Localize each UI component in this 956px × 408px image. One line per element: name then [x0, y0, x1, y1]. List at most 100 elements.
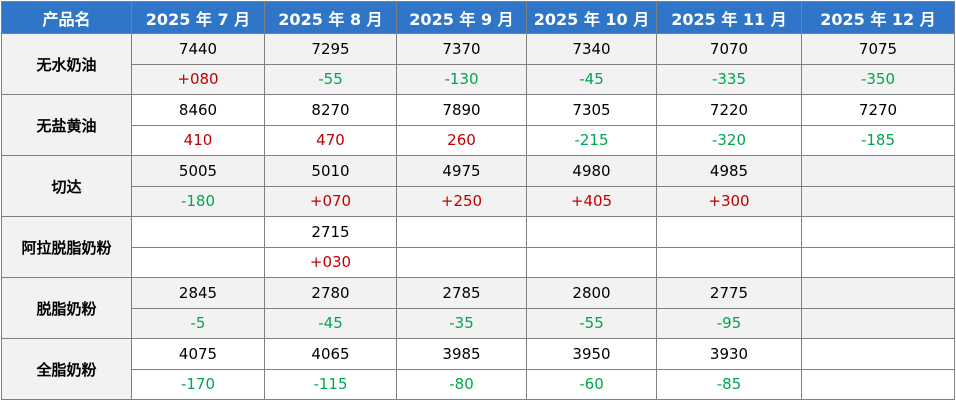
header-row: 产品名 2025 年 7 月 2025 年 8 月 2025 年 9 月 2025 年 …	[1, 1, 955, 34]
price-cell: 7440	[131, 33, 265, 65]
price-cell	[801, 155, 955, 187]
change-cell	[396, 246, 527, 278]
change-cell	[801, 185, 955, 217]
price-cell: 4065	[264, 338, 397, 370]
header-cell: 2025 年 12 月	[801, 1, 955, 34]
price-cell: 2785	[396, 277, 527, 309]
price-cell: 4075	[131, 338, 265, 370]
change-cell	[526, 246, 657, 278]
product-name: 脱脂奶粉	[1, 277, 132, 339]
header-cell: 2025 年 10 月	[526, 1, 657, 34]
price-cell: 7370	[396, 33, 527, 65]
price-cell: 4980	[526, 155, 657, 187]
header-cell: 2025 年 7 月	[131, 1, 265, 34]
price-cell	[131, 216, 265, 248]
price-cell: 7270	[801, 94, 955, 126]
price-cell	[801, 338, 955, 370]
product-name: 阿拉脱脂奶粉	[1, 216, 132, 278]
change-row: -170 -115 -80 -60 -85	[2, 368, 955, 400]
change-cell: -335	[656, 63, 802, 95]
change-cell: +070	[264, 185, 397, 217]
change-row: -5 -45 -35 -55 -95	[2, 307, 955, 339]
change-cell: -215	[526, 124, 657, 156]
price-table: 产品名 2025 年 7 月 2025 年 8 月 2025 年 9 月 2025 年 …	[1, 1, 955, 400]
price-cell: 3950	[526, 338, 657, 370]
change-cell: -45	[526, 63, 657, 95]
product-name: 切达	[1, 155, 132, 217]
price-cell: 2800	[526, 277, 657, 309]
change-cell: -95	[656, 307, 802, 339]
change-row: -180 +070 +250 +405 +300	[2, 185, 955, 217]
change-cell: -55	[526, 307, 657, 339]
change-cell: +300	[656, 185, 802, 217]
price-row: 阿拉脱脂奶粉 2715	[1, 216, 955, 278]
price-row: 全脂奶粉 4075 4065 3985 3950 3930	[1, 338, 955, 400]
price-cell	[396, 216, 527, 248]
change-cell: -55	[264, 63, 397, 95]
change-cell: -170	[131, 368, 265, 400]
change-cell: -130	[396, 63, 527, 95]
price-cell: 2780	[264, 277, 397, 309]
product-name: 无盐黄油	[1, 94, 132, 156]
price-cell: 7305	[526, 94, 657, 126]
price-cell: 5005	[131, 155, 265, 187]
change-row: 410 470 260 -215 -320 -185	[2, 124, 955, 156]
change-cell: -80	[396, 368, 527, 400]
change-cell: +030	[264, 246, 397, 278]
price-cell: 4975	[396, 155, 527, 187]
price-cell: 7340	[526, 33, 657, 65]
price-cell: 2845	[131, 277, 265, 309]
change-cell: 470	[264, 124, 397, 156]
price-cell: 7075	[801, 33, 955, 65]
table-body: 无水奶油 7440 7295 7370 7340 7070 7075 +080 -55 -130-…	[1, 33, 955, 400]
price-cell: 3985	[396, 338, 527, 370]
change-cell: 410	[131, 124, 265, 156]
change-cell: +405	[526, 185, 657, 217]
header-cell: 2025 年 9 月	[396, 1, 527, 34]
price-row: 无盐黄油 8460 8270 7890 7305 7220 7270	[1, 94, 955, 156]
change-cell: -320	[656, 124, 802, 156]
header-cell: 2025 年 8 月	[264, 1, 397, 34]
price-cell: 7295	[264, 33, 397, 65]
price-cell: 7070	[656, 33, 802, 65]
price-cell	[801, 216, 955, 248]
change-cell: -350	[801, 63, 955, 95]
change-row: +080 -55 -130 -45 -335 -350	[2, 63, 955, 95]
change-cell: -5	[131, 307, 265, 339]
change-cell: -60	[526, 368, 657, 400]
price-cell	[526, 216, 657, 248]
price-cell: 4985	[656, 155, 802, 187]
change-cell: -35	[396, 307, 527, 339]
price-row: 切达 5005 5010 4975 4980 4985	[1, 155, 955, 217]
price-cell: 2775	[656, 277, 802, 309]
price-cell: 8460	[131, 94, 265, 126]
change-cell: -180	[131, 185, 265, 217]
change-cell: +250	[396, 185, 527, 217]
change-cell	[656, 246, 802, 278]
price-cell	[801, 277, 955, 309]
change-cell: +080	[131, 63, 265, 95]
change-cell: -185	[801, 124, 955, 156]
change-row: +030	[2, 246, 955, 278]
change-cell	[131, 246, 265, 278]
header-cell: 2025 年 11 月	[656, 1, 802, 34]
price-cell: 2715	[264, 216, 397, 248]
change-cell	[801, 307, 955, 339]
change-cell	[801, 246, 955, 278]
price-cell: 3930	[656, 338, 802, 370]
product-name: 全脂奶粉	[1, 338, 132, 400]
change-cell: 260	[396, 124, 527, 156]
price-cell: 7890	[396, 94, 527, 126]
price-row: 脱脂奶粉 2845 2780 2785 2800 2775	[1, 277, 955, 339]
change-cell	[801, 368, 955, 400]
price-cell: 8270	[264, 94, 397, 126]
price-cell: 5010	[264, 155, 397, 187]
price-cell: 7220	[656, 94, 802, 126]
price-cell	[656, 216, 802, 248]
price-row: 无水奶油 7440 7295 7370 7340 7070 7075	[1, 33, 955, 95]
product-name: 无水奶油	[1, 33, 132, 95]
header-cell: 产品名	[1, 1, 132, 34]
change-cell: -45	[264, 307, 397, 339]
change-cell: -85	[656, 368, 802, 400]
change-cell: -115	[264, 368, 397, 400]
